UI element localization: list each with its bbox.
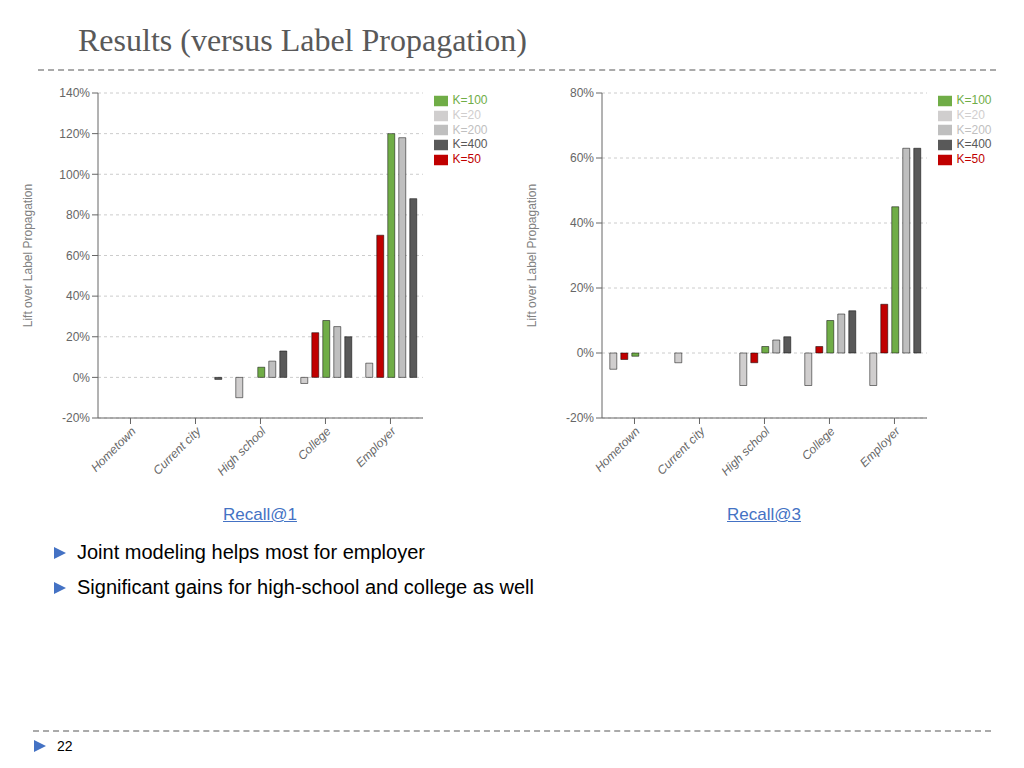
html-text:K=400: K=400 <box>452 137 488 152</box>
svg-text:100%: 100% <box>59 168 90 182</box>
html-text:22: 22 <box>57 738 73 754</box>
html-text:Significant gains for high-sch: Significant gains for high-school and co… <box>77 576 534 598</box>
html-text:K=100: K=100 <box>452 93 488 107</box>
svg-text:-20%: -20% <box>61 411 89 425</box>
svg-text:80%: 80% <box>65 208 89 222</box>
svg-text:40%: 40% <box>569 216 593 230</box>
html-text:K=50: K=50 <box>452 152 481 167</box>
svg-text:0%: 0% <box>576 346 594 360</box>
html-text:Joint modeling helps most for: Joint modeling helps most for employer <box>77 541 425 563</box>
svg-text:140%: 140% <box>59 86 90 100</box>
svg-text:Hometown: Hometown <box>88 424 139 475</box>
html-text:Results (versus Label Propagat: Results (versus Label Propagation) <box>78 22 527 58</box>
html-text:Recall@3: Recall@3 <box>727 505 801 524</box>
svg-text:20%: 20% <box>65 330 89 344</box>
svg-text:60%: 60% <box>569 151 593 165</box>
svg-text:Current city: Current city <box>150 424 204 478</box>
html-text:K=200: K=200 <box>956 122 992 137</box>
svg-text:Lift over Label Propagation: Lift over Label Propagation <box>21 184 35 327</box>
html-text:K=20: K=20 <box>452 107 481 122</box>
svg-text:Lift over Label Propagation: Lift over Label Propagation <box>525 184 539 327</box>
svg-text:20%: 20% <box>569 281 593 295</box>
html-text:K=400: K=400 <box>956 137 992 152</box>
html-text:K=50: K=50 <box>956 152 985 167</box>
svg-text:60%: 60% <box>65 249 89 263</box>
svg-text:High school: High school <box>214 424 268 478</box>
html-text:K=200: K=200 <box>452 122 488 137</box>
svg-text:120%: 120% <box>59 127 90 141</box>
svg-text:Current city: Current city <box>654 424 708 478</box>
svg-text:0%: 0% <box>72 371 90 385</box>
html-text:Recall@1: Recall@1 <box>223 505 297 524</box>
html-text:K=20: K=20 <box>956 107 985 122</box>
svg-text:80%: 80% <box>569 86 593 100</box>
svg-text:College: College <box>798 424 837 463</box>
svg-text:Employer: Employer <box>352 424 398 470</box>
svg-text:College: College <box>294 424 333 463</box>
html-text:K=100: K=100 <box>956 93 992 107</box>
svg-text:High school: High school <box>718 424 772 478</box>
svg-text:-20%: -20% <box>565 411 593 425</box>
svg-text:Hometown: Hometown <box>592 424 643 475</box>
svg-text:Employer: Employer <box>856 424 902 470</box>
svg-text:40%: 40% <box>65 289 89 303</box>
